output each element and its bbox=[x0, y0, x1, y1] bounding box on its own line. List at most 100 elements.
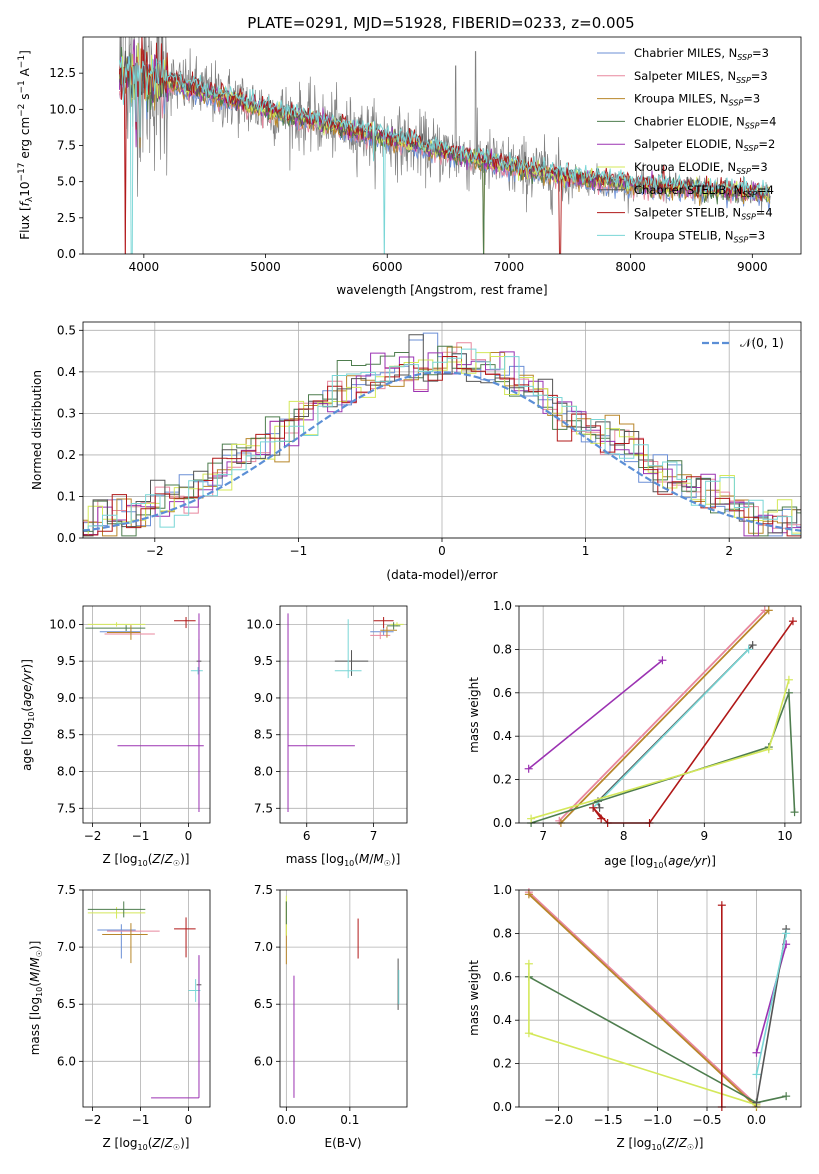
legend-label: Salpeter STELIB, NSSP=4 bbox=[634, 206, 773, 222]
x-tick-label: 4000 bbox=[129, 260, 160, 274]
y-tick-label: 7.5 bbox=[57, 139, 76, 153]
x-tick-label: 7 bbox=[539, 829, 547, 843]
y-tick-label: 6.0 bbox=[57, 1054, 76, 1068]
y-tick-label: 7.5 bbox=[254, 883, 273, 897]
x-tick-label: 0 bbox=[438, 544, 446, 558]
x-tick-label: 9 bbox=[700, 829, 708, 843]
histogram-steps bbox=[83, 332, 801, 537]
x-axis-label: E(B-V) bbox=[324, 1136, 361, 1150]
axes-frame bbox=[518, 889, 802, 1108]
spectrum-lines bbox=[119, 37, 771, 254]
y-tick-label: 8.0 bbox=[254, 765, 273, 779]
x-tick-label: 6 bbox=[303, 829, 311, 843]
legend-label: Kroupa ELODIE, NSSP=3 bbox=[634, 160, 768, 176]
chart-title: PLATE=0291, MJD=51928, FIBERID=0233, z=0… bbox=[247, 14, 634, 32]
y-tick-label: 0.0 bbox=[493, 1100, 512, 1114]
legend-label: Kroupa MILES, NSSP=3 bbox=[634, 92, 760, 108]
y-tick-label: 6.5 bbox=[57, 997, 76, 1011]
x-tick-label: 8000 bbox=[615, 260, 646, 274]
y-axis-label: mass [log10(M/M☉)] bbox=[28, 941, 44, 1056]
model-spectrum-chabrier_stelib bbox=[119, 50, 771, 201]
x-tick-label: 2 bbox=[725, 544, 733, 558]
axes-frame bbox=[82, 36, 802, 255]
y-tick-label: 0.4 bbox=[493, 729, 512, 743]
y-tick-label: 7.5 bbox=[57, 883, 76, 897]
legend-label: 𝒩(0, 1) bbox=[740, 336, 784, 350]
x-tick-label: −1 bbox=[132, 829, 150, 843]
axes-frame bbox=[82, 321, 802, 539]
x-tick-label: −1 bbox=[132, 1113, 150, 1127]
y-axis-label: Normed distribution bbox=[30, 370, 44, 490]
y-tick-label: 5.0 bbox=[57, 175, 76, 189]
x-axis-label: Z [log10(Z/Z☉)] bbox=[103, 1136, 190, 1152]
y-tick-label: 7.0 bbox=[57, 940, 76, 954]
y-tick-label: 0.0 bbox=[57, 531, 76, 545]
model-spectrum-kroupa_stelib bbox=[119, 56, 771, 254]
y-tick-label: 10.0 bbox=[49, 617, 76, 631]
y-tick-label: 8.5 bbox=[57, 728, 76, 742]
axes-frame bbox=[279, 605, 408, 824]
weight-line-chabrier-elodie bbox=[530, 692, 796, 824]
x-axis-label: Z [log10(Z/Z☉)] bbox=[103, 852, 190, 868]
weight-line-kroupa-stelib bbox=[592, 648, 750, 809]
y-tick-label: 10.0 bbox=[49, 102, 76, 116]
x-tick-label: 8 bbox=[620, 829, 628, 843]
x-tick-label: 6000 bbox=[372, 260, 403, 274]
y-tick-label: 2.5 bbox=[57, 211, 76, 225]
normal-curve bbox=[83, 371, 801, 532]
x-tick-label: −1.5 bbox=[593, 1113, 622, 1127]
axes-frame bbox=[82, 889, 211, 1108]
y-tick-label: 0.4 bbox=[57, 365, 76, 379]
y-axis-label: age [log10(age/yr)] bbox=[20, 659, 36, 771]
y-tick-label: 0.6 bbox=[493, 686, 512, 700]
x-tick-label: 9000 bbox=[737, 260, 768, 274]
weight-line-salpeter-elodie bbox=[528, 659, 663, 770]
y-tick-label: 8.0 bbox=[57, 765, 76, 779]
y-tick-label: 0.1 bbox=[57, 489, 76, 503]
y-tick-label: 9.5 bbox=[57, 654, 76, 668]
weight-line-kroupa-stelib bbox=[755, 933, 787, 1075]
y-tick-label: 0.8 bbox=[493, 642, 512, 656]
axes-frame bbox=[518, 605, 802, 824]
weight-line-kroupa-elodie bbox=[530, 679, 790, 820]
y-tick-label: 0.2 bbox=[493, 773, 512, 787]
y-axis-label: mass weight bbox=[467, 677, 481, 753]
y-tick-label: 10.0 bbox=[246, 617, 273, 631]
y-tick-label: 0.2 bbox=[57, 448, 76, 462]
y-tick-label: 0.8 bbox=[493, 926, 512, 940]
y-tick-label: 0.2 bbox=[493, 1057, 512, 1071]
x-tick-label: 7 bbox=[370, 829, 378, 843]
x-tick-label: 0.0 bbox=[277, 1113, 296, 1127]
x-tick-label: 0.0 bbox=[747, 1113, 766, 1127]
x-tick-label: 0 bbox=[185, 829, 193, 843]
y-tick-label: 0.5 bbox=[57, 323, 76, 337]
y-tick-label: 0.0 bbox=[57, 247, 76, 261]
weight-line-salpeter-elodie bbox=[755, 944, 787, 1054]
legend-label: Salpeter MILES, NSSP=3 bbox=[634, 69, 768, 85]
x-axis-label: Z [log10(Z/Z☉)] bbox=[617, 1136, 704, 1152]
y-tick-label: 6.5 bbox=[254, 997, 273, 1011]
x-tick-label: 5000 bbox=[250, 260, 281, 274]
x-tick-label: −2 bbox=[146, 544, 164, 558]
y-tick-label: 0.3 bbox=[57, 406, 76, 420]
legend-label: Chabrier MILES, NSSP=3 bbox=[634, 46, 769, 62]
x-tick-label: 10 bbox=[777, 829, 792, 843]
y-tick-label: 12.5 bbox=[49, 66, 76, 80]
y-tick-label: 0.6 bbox=[493, 970, 512, 984]
y-tick-label: 7.5 bbox=[57, 801, 76, 815]
x-axis-label: age [log10(age/yr)] bbox=[604, 854, 716, 870]
x-tick-label: −1.0 bbox=[643, 1113, 672, 1127]
histogram-salpeter_stelib bbox=[83, 356, 801, 537]
y-tick-label: 9.0 bbox=[254, 691, 273, 705]
x-axis-label: wavelength [Angstrom, rest frame] bbox=[336, 283, 547, 297]
y-tick-label: 9.0 bbox=[57, 691, 76, 705]
legend-label: Chabrier STELIB, NSSP=4 bbox=[634, 183, 774, 199]
y-tick-label: 8.5 bbox=[254, 728, 273, 742]
y-tick-label: 1.0 bbox=[493, 599, 512, 613]
weight-line-salpeter-stelib bbox=[592, 620, 794, 824]
legend-label: Chabrier ELODIE, NSSP=4 bbox=[634, 114, 776, 130]
axes-frame bbox=[82, 605, 211, 824]
weight-line-kroupa-miles bbox=[560, 609, 770, 824]
weight-line-salpeter-miles bbox=[528, 891, 758, 1106]
